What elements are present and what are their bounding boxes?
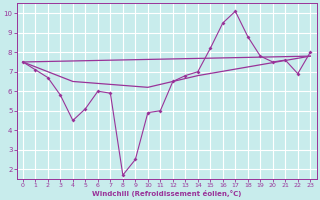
X-axis label: Windchill (Refroidissement éolien,°C): Windchill (Refroidissement éolien,°C) [92, 190, 241, 197]
